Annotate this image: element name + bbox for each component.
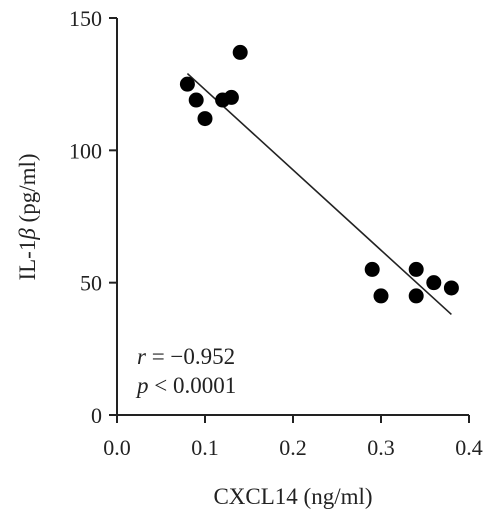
- data-point: [443, 280, 459, 296]
- r-symbol: r: [137, 344, 147, 369]
- y-tick-label: 150: [69, 6, 102, 31]
- regression-line: [186, 72, 452, 316]
- x-tick-label: 0.4: [455, 435, 483, 460]
- y-axis-title: IL-1β (pg/ml): [15, 153, 40, 280]
- p-value: < 0.0001: [149, 373, 237, 398]
- x-tick-label: 0.3: [367, 435, 395, 460]
- data-point: [373, 288, 389, 304]
- ticks: 0.0 0.1 0.2 0.3 0.4 0 50 100 150: [69, 6, 483, 460]
- y-tick-label: 50: [80, 271, 102, 296]
- r-statistic: r = −0.952: [137, 344, 235, 369]
- y-axis-title-suffix: (pg/ml): [15, 153, 40, 228]
- y-tick-label: 100: [69, 138, 102, 163]
- data-point: [179, 76, 195, 92]
- data-points: [179, 44, 459, 304]
- y-axis-title-greek: β: [15, 228, 40, 241]
- x-axis-title: CXCL14 (ng/ml): [213, 484, 372, 509]
- data-point: [364, 261, 380, 277]
- data-point: [223, 89, 239, 105]
- r-value: = −0.952: [146, 344, 235, 369]
- p-symbol: p: [135, 373, 149, 398]
- y-tick-label: 0: [91, 403, 102, 428]
- p-statistic: p < 0.0001: [135, 373, 236, 398]
- data-point: [188, 92, 204, 108]
- y-axis-title-prefix: IL-1: [15, 240, 40, 281]
- x-tick-label: 0.2: [279, 435, 307, 460]
- data-point: [408, 261, 424, 277]
- x-tick-label: 0.0: [103, 435, 131, 460]
- x-tick-label: 0.1: [191, 435, 219, 460]
- data-point: [408, 288, 424, 304]
- data-point: [232, 44, 248, 60]
- data-point: [197, 111, 213, 127]
- data-point: [426, 275, 442, 291]
